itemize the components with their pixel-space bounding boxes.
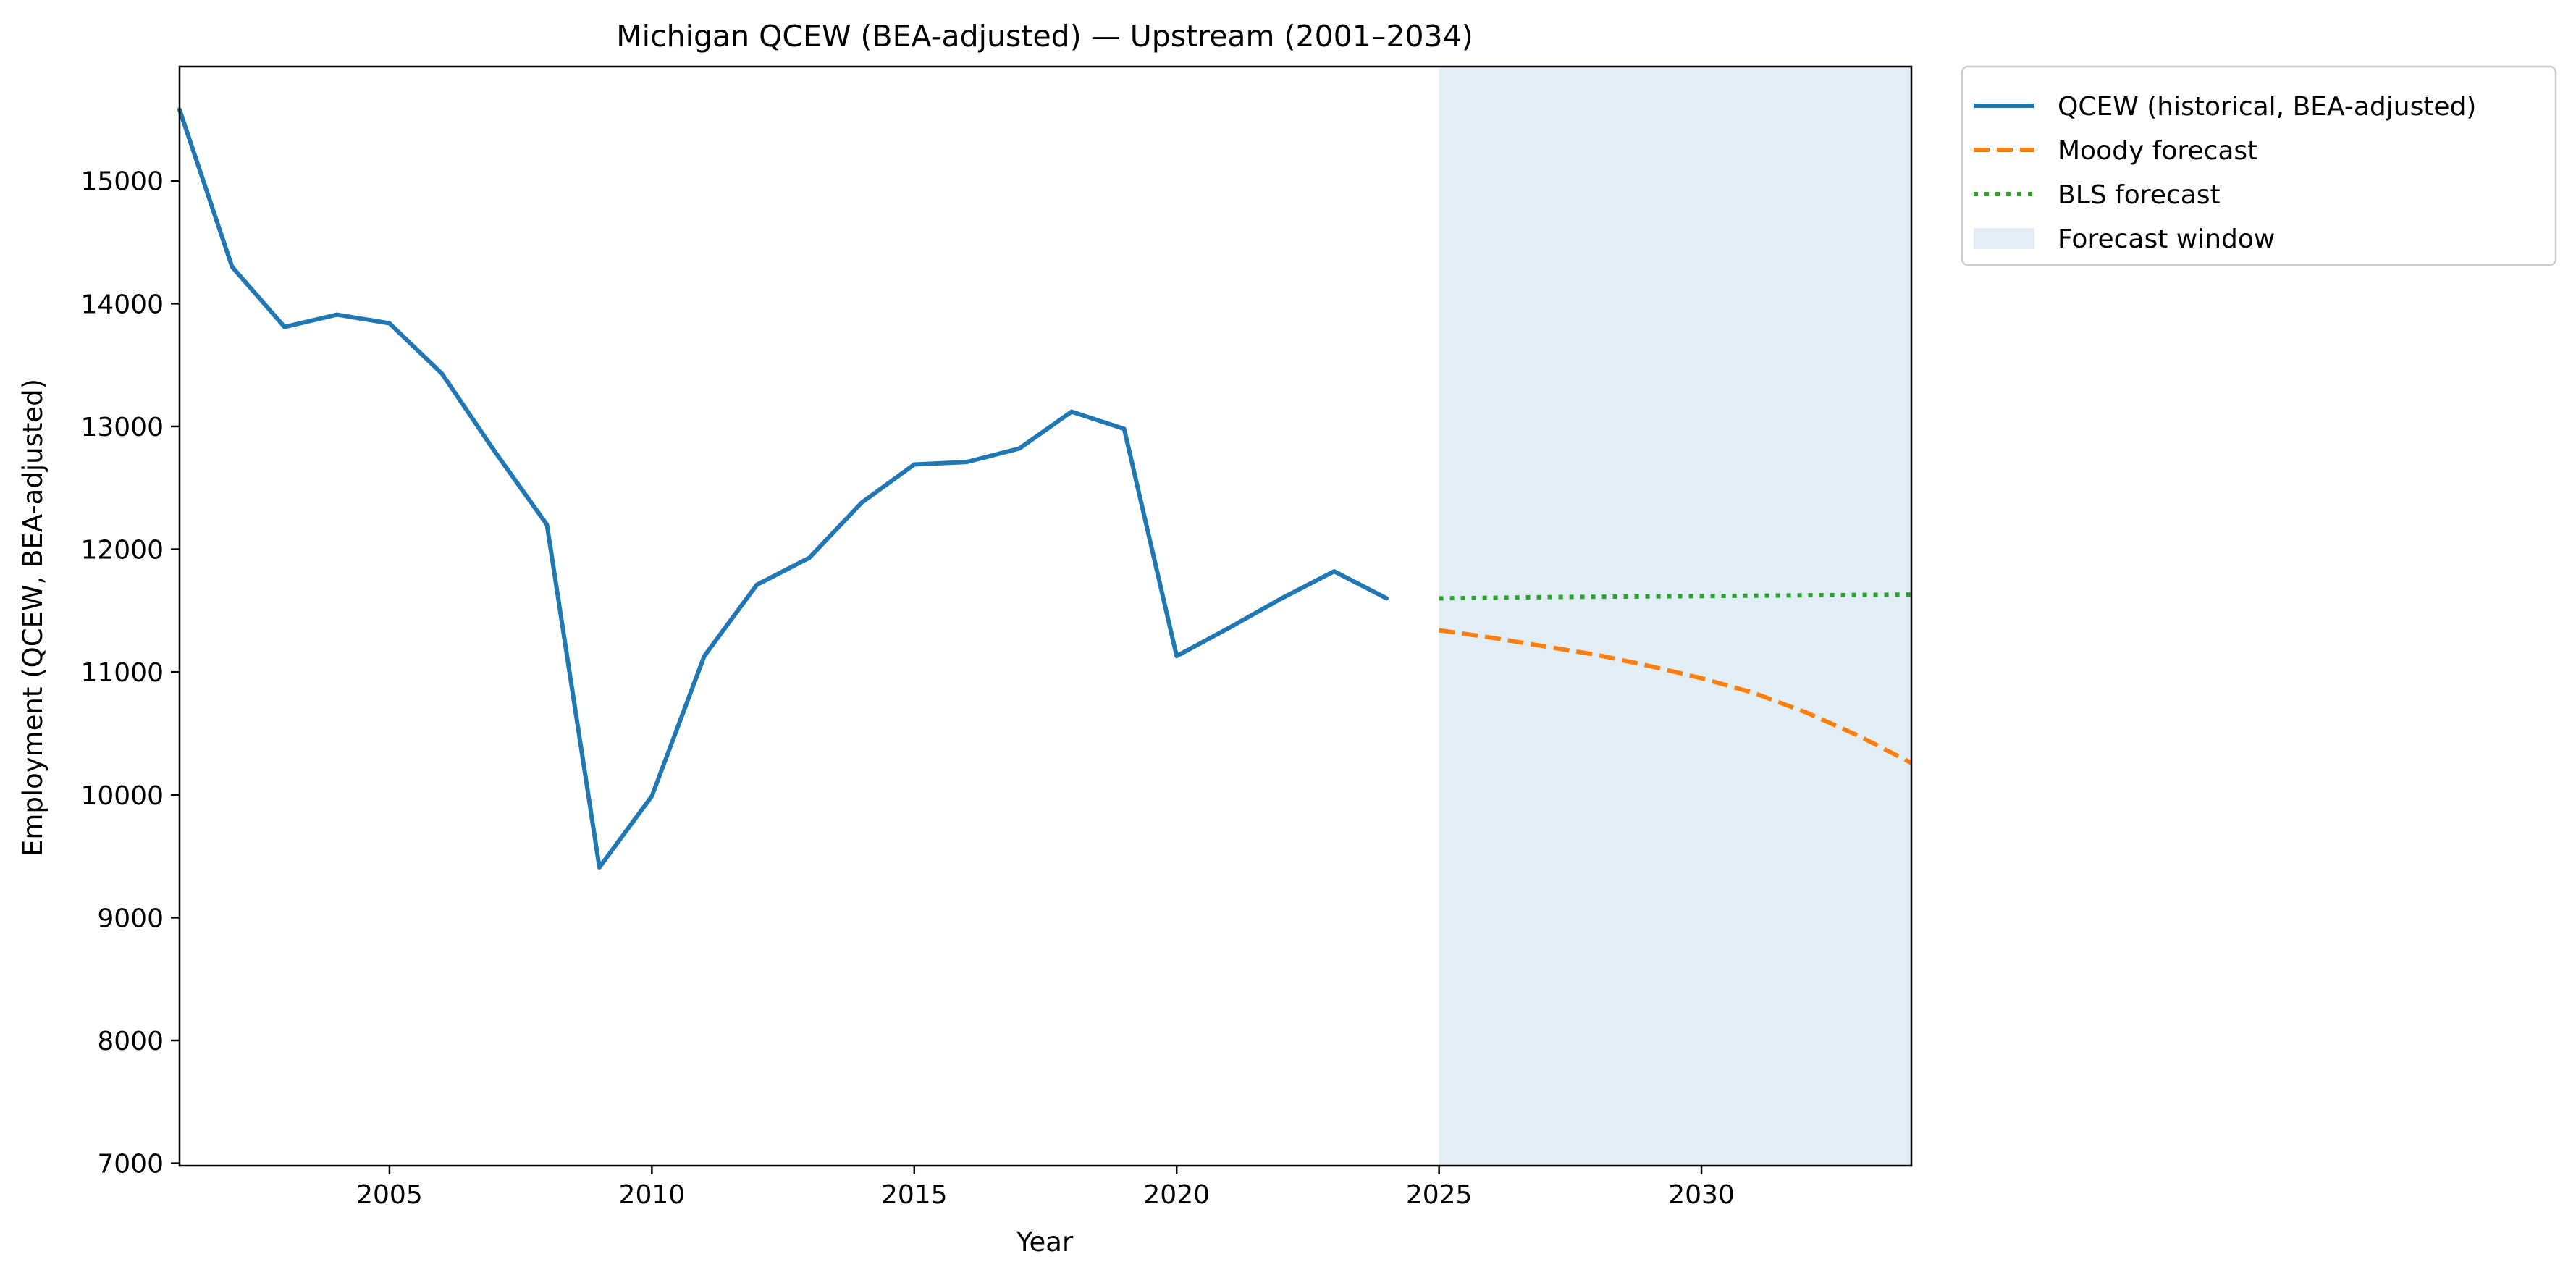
- x-tick-label: 2005: [356, 1180, 423, 1210]
- chart-title: Michigan QCEW (BEA-adjusted) — Upstream …: [616, 19, 1473, 54]
- y-tick-label: 13000: [80, 413, 164, 442]
- legend-label-3: Forecast window: [2058, 224, 2275, 254]
- legend-box: [1961, 65, 2557, 266]
- y-tick-label: 9000: [97, 904, 164, 933]
- x-tick-label: 2015: [881, 1180, 948, 1210]
- legend: QCEW (historical, BEA-adjusted) Moody for…: [1961, 65, 2557, 266]
- y-tick-label: 14000: [80, 290, 164, 319]
- legend-label-1: Moody forecast: [2058, 136, 2257, 166]
- forecast-window-shading: [1439, 67, 1911, 1166]
- x-axis-label: Year: [1016, 1227, 1074, 1258]
- legend-swatch-3: [1974, 228, 2034, 249]
- x-tick-label: 2020: [1143, 1180, 1210, 1210]
- legend-label-2: BLS forecast: [2058, 180, 2221, 210]
- y-tick-label: 8000: [97, 1027, 164, 1056]
- axes-frame: [178, 65, 1913, 1167]
- x-tick-label: 2010: [619, 1180, 686, 1210]
- x-tick-label: 2030: [1668, 1180, 1735, 1210]
- y-tick-label: 11000: [80, 658, 164, 688]
- y-tick-label: 10000: [80, 781, 164, 811]
- x-tick-label: 2025: [1406, 1180, 1473, 1210]
- legend-label-0: QCEW (historical, BEA-adjusted): [2058, 92, 2476, 122]
- series-line-2: [1439, 592, 1912, 601]
- y-tick-label: 7000: [97, 1150, 164, 1179]
- series-line-1: [1439, 628, 1913, 765]
- y-tick-label: 12000: [80, 536, 164, 565]
- series-line-0: [177, 107, 1389, 870]
- y-axis-label: Employment (QCEW, BEA-adjusted): [17, 379, 49, 857]
- plot-area: 2005 2010 2015 2020 2025 2030 7000 8000 9000 1000…: [80, 65, 1913, 1210]
- y-tick-label: 15000: [80, 167, 164, 197]
